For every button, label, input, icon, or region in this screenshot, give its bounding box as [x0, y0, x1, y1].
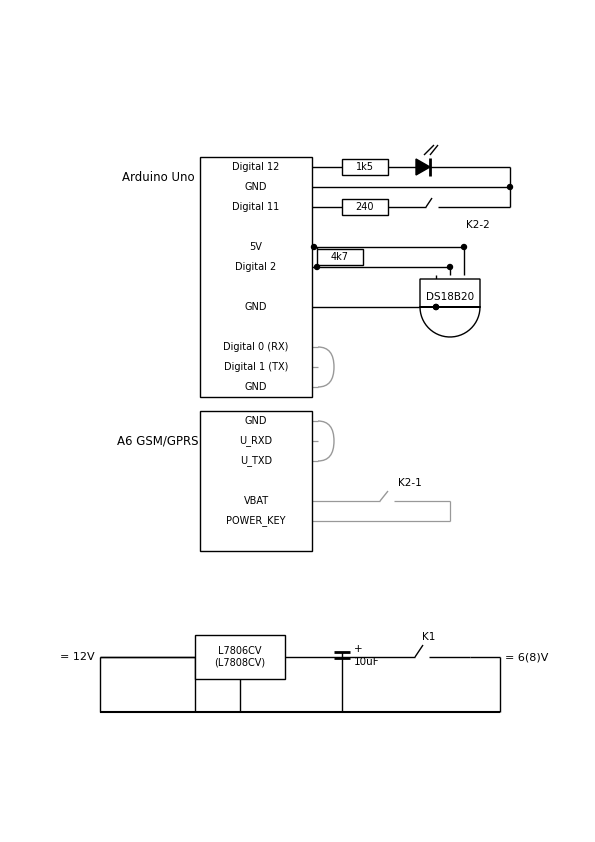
Text: Digital 12: Digital 12 — [232, 162, 280, 172]
Bar — [200, 157, 312, 397]
Text: 4k7: 4k7 — [331, 252, 349, 262]
Text: K1: K1 — [422, 632, 436, 642]
Text: K2-1: K2-1 — [398, 478, 422, 488]
Circle shape — [312, 244, 317, 249]
Polygon shape — [416, 159, 430, 175]
Text: 240: 240 — [356, 202, 374, 212]
PathPatch shape — [420, 279, 480, 337]
Bar — [317, 249, 363, 265]
Text: = 12V: = 12V — [60, 652, 95, 662]
Text: L7806CV
(L7808CV): L7806CV (L7808CV) — [214, 646, 265, 668]
Bar — [200, 411, 312, 551]
Text: Digital 1 (TX): Digital 1 (TX) — [224, 362, 288, 372]
Text: GND: GND — [245, 382, 267, 392]
Circle shape — [315, 264, 320, 269]
Text: 5V: 5V — [249, 242, 262, 252]
Text: 1k5: 1k5 — [356, 162, 374, 172]
Bar — [195, 635, 285, 679]
Circle shape — [434, 305, 439, 310]
Text: GND: GND — [245, 416, 267, 426]
Text: GND: GND — [245, 182, 267, 192]
Text: GND: GND — [245, 302, 267, 312]
Text: +: + — [354, 644, 362, 654]
Bar — [342, 159, 388, 175]
Text: U_RXD: U_RXD — [239, 435, 273, 446]
Text: Arduino Uno: Arduino Uno — [122, 170, 195, 184]
Text: Digital 11: Digital 11 — [233, 202, 280, 212]
Circle shape — [447, 264, 453, 269]
Text: VBAT: VBAT — [243, 496, 268, 506]
Text: Digital 2: Digital 2 — [236, 262, 277, 272]
Text: Digital 0 (RX): Digital 0 (RX) — [223, 342, 289, 352]
Text: POWER_KEY: POWER_KEY — [226, 515, 286, 526]
Bar — [342, 199, 388, 215]
Circle shape — [462, 244, 466, 249]
Circle shape — [508, 184, 512, 189]
Text: U_TXD: U_TXD — [240, 456, 272, 466]
Text: 10uF: 10uF — [354, 657, 380, 667]
Circle shape — [434, 305, 439, 310]
Text: K2-2: K2-2 — [466, 220, 490, 230]
Text: DS18B20: DS18B20 — [426, 292, 474, 302]
Text: A6 GSM/GPRS: A6 GSM/GPRS — [117, 434, 199, 447]
Text: = 6(8)V: = 6(8)V — [505, 652, 549, 662]
